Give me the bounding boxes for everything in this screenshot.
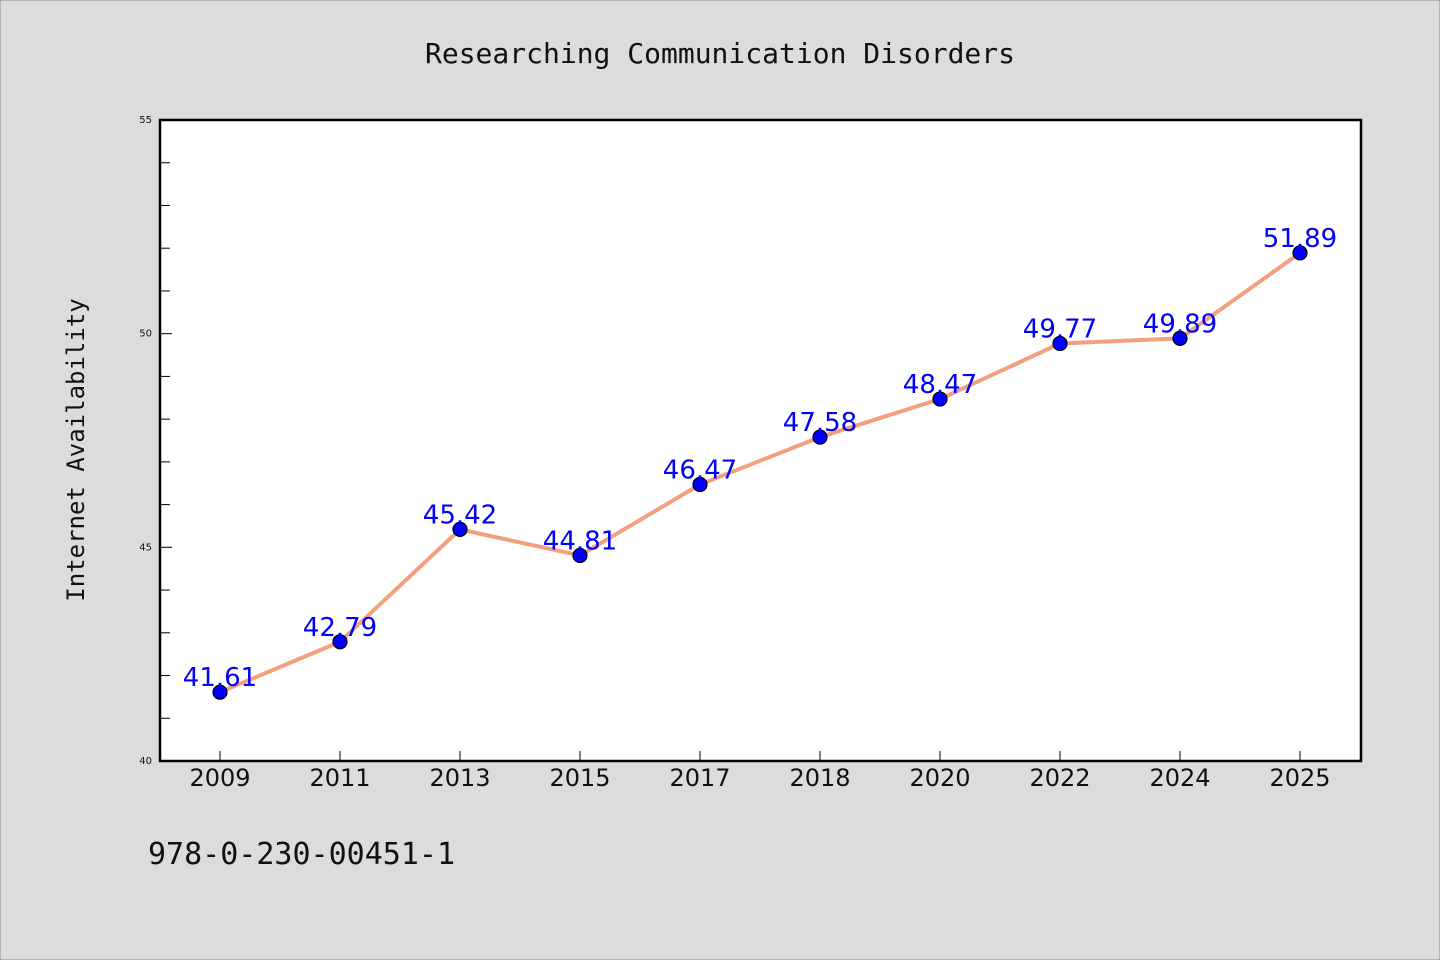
x-tick-label: 2015 xyxy=(549,764,610,792)
data-point xyxy=(572,547,588,564)
series-line xyxy=(218,250,1302,695)
data-label: 41.61 xyxy=(183,663,257,693)
x-tick-label: 2024 xyxy=(1149,764,1210,792)
data-point xyxy=(452,521,468,537)
x-tick-label: 2020 xyxy=(909,764,970,792)
data-point xyxy=(932,391,948,407)
isbn-annotation: 978-0-230-00451-1 xyxy=(148,837,455,872)
data-point xyxy=(1052,335,1068,352)
x-tick-label: 2009 xyxy=(189,764,250,792)
data-label: 49.89 xyxy=(1143,309,1217,339)
data-point xyxy=(692,476,708,493)
data-label: 47.58 xyxy=(783,408,857,438)
chart-title: Researching Communication Disorders xyxy=(425,37,1015,70)
data-label: 42.79 xyxy=(303,613,377,643)
data-point xyxy=(1292,245,1308,261)
data-point xyxy=(1172,330,1188,346)
x-tick-label: 2017 xyxy=(669,764,730,792)
y-axis: 40 45 50 55 xyxy=(139,115,172,767)
data-label: 45.42 xyxy=(423,500,497,530)
data-point xyxy=(332,634,348,650)
y-tick-label: 40 xyxy=(139,756,152,767)
data-label: 44.81 xyxy=(543,526,617,556)
x-axis: 2009 2011 2013 2015 2017 2018 2020 2022 2024 2025 xyxy=(189,751,1331,792)
x-tick-label: 2011 xyxy=(309,764,370,792)
data-labels: 41.61 42.79 45.42 44.81 46.47 47.58 48.47 49.77… xyxy=(183,224,1337,693)
y-axis-label: Internet Availability xyxy=(62,298,90,601)
x-tick-label: 2018 xyxy=(789,764,850,792)
x-tick-label: 2013 xyxy=(429,764,490,792)
x-tick-label: 2022 xyxy=(1029,764,1090,792)
data-label: 49.77 xyxy=(1023,314,1097,344)
data-point xyxy=(212,684,228,700)
data-label: 46.47 xyxy=(663,456,737,486)
y-tick-label: 55 xyxy=(139,115,152,126)
data-label: 48.47 xyxy=(903,370,977,400)
x-tick-label: 2025 xyxy=(1269,764,1330,792)
y-tick-label: 45 xyxy=(139,542,152,553)
y-tick-label: 50 xyxy=(139,329,152,340)
data-markers xyxy=(212,245,1308,700)
plot-area xyxy=(158,118,1363,763)
data-label: 51.89 xyxy=(1263,224,1337,254)
data-point xyxy=(812,429,828,445)
